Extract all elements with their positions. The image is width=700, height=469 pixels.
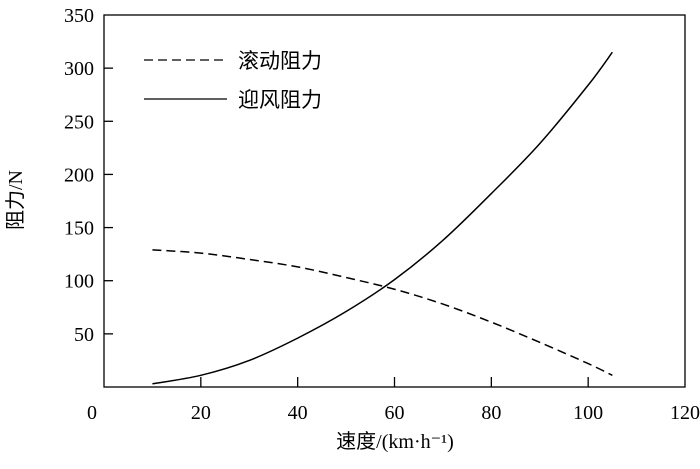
x-tick-label: 120: [670, 402, 700, 424]
x-tick-label: 20: [191, 402, 211, 424]
x-tick-label: 80: [481, 402, 501, 424]
x-tick-label: 0: [87, 402, 97, 424]
y-tick-label: 300: [64, 58, 94, 80]
y-axis-label: 阻力/N: [4, 170, 27, 230]
x-tick-label: 100: [573, 402, 603, 424]
y-tick-label: 100: [64, 271, 94, 293]
legend-label-air: 迎风阻力: [238, 88, 322, 112]
y-tick-label: 350: [64, 5, 94, 27]
x-axis-label: 速度/(km·h⁻¹): [336, 430, 454, 453]
y-tick-label: 250: [64, 111, 94, 133]
y-tick-label: 200: [64, 164, 94, 186]
legend: 滚动阻力 迎风阻力: [144, 49, 322, 112]
x-tick-label: 60: [385, 402, 405, 424]
y-tick-label: 50: [74, 324, 94, 346]
series-line-rolling-resistance: [152, 249, 613, 376]
series-line-air-resistance: [152, 51, 613, 385]
plot-frame: [103, 14, 686, 388]
legend-label-rolling: 滚动阻力: [238, 49, 322, 73]
x-tick-label: 40: [288, 402, 308, 424]
y-tick-label: 150: [64, 218, 94, 240]
